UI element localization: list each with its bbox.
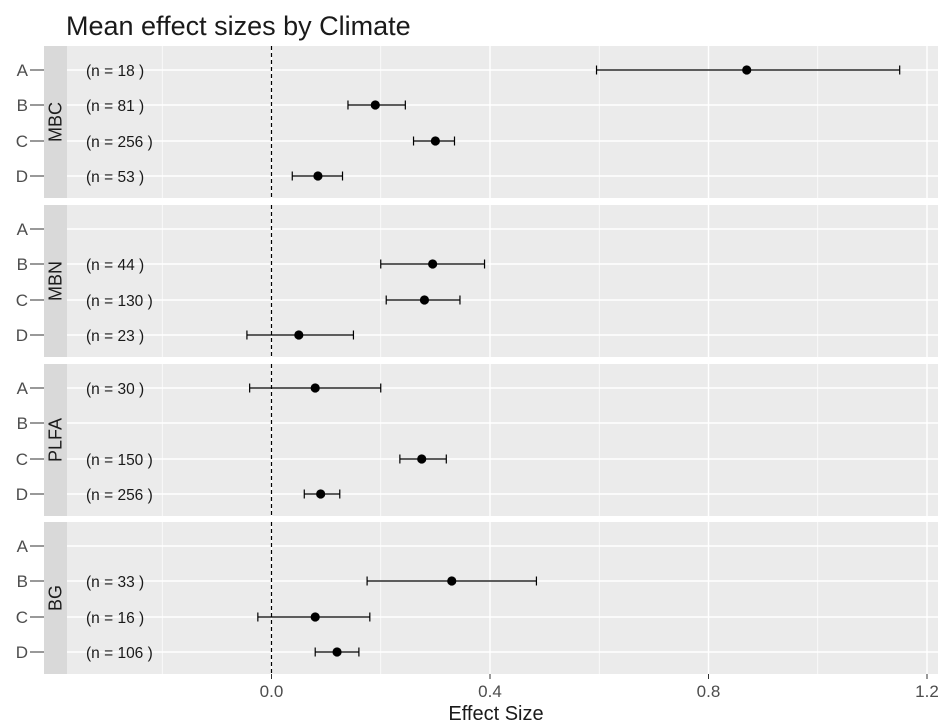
facet-strip — [44, 205, 67, 357]
y-tick-label: C — [16, 132, 28, 151]
y-tick-label: D — [16, 485, 28, 504]
mean-point — [310, 383, 320, 393]
y-tick-label: A — [17, 379, 29, 398]
x-axis: 0.0 0.4 0.8 1.2 — [260, 674, 938, 701]
y-tick-label: A — [17, 61, 29, 80]
data-point-group: (n = 18 ) — [86, 63, 901, 80]
chart-title: Mean effect sizes by Climate — [66, 11, 411, 41]
y-tick-label: B — [17, 414, 28, 433]
sample-size-label: (n = 53 ) — [86, 169, 144, 186]
y-tick-label: B — [17, 255, 28, 274]
data-point-group: (n = 44 ) — [86, 257, 486, 274]
mean-point — [313, 171, 323, 181]
sample-size-label: (n = 30 ) — [86, 381, 144, 398]
sample-size-label: (n = 44 ) — [86, 257, 144, 274]
x-tick-label: 0.4 — [478, 682, 502, 701]
facet-strip — [44, 522, 67, 674]
facet-label: MBC — [46, 102, 66, 142]
data-point-group: (n = 23 ) — [86, 328, 355, 345]
mean-point — [332, 647, 342, 657]
data-point-group: (n = 53 ) — [86, 169, 344, 186]
panel-background — [67, 46, 938, 198]
mean-point — [370, 100, 380, 110]
facet-strip — [44, 364, 67, 516]
sample-size-label: (n = 18 ) — [86, 63, 144, 80]
panel-background — [67, 205, 938, 357]
sample-size-label: (n = 106 ) — [86, 645, 153, 662]
mean-point — [742, 65, 752, 75]
y-tick-label: B — [17, 96, 28, 115]
data-point-group: (n = 150 ) — [86, 452, 447, 469]
sample-size-label: (n = 33 ) — [86, 574, 144, 591]
data-point-group: (n = 16 ) — [86, 610, 371, 627]
y-tick-label: C — [16, 450, 28, 469]
y-tick-label: D — [16, 326, 28, 345]
mean-point — [447, 576, 457, 586]
x-axis-title: Effect Size — [448, 703, 543, 725]
y-tick-label: B — [17, 572, 28, 591]
data-point-group: (n = 256 ) — [86, 134, 456, 151]
y-tick-label: C — [16, 608, 28, 627]
sample-size-label: (n = 256 ) — [86, 134, 153, 151]
mean-point — [316, 489, 326, 499]
data-point-group: (n = 256 ) — [86, 487, 341, 504]
data-point-group: (n = 81 ) — [86, 98, 406, 115]
y-tick-label: A — [17, 220, 29, 239]
sample-size-label: (n = 16 ) — [86, 610, 144, 627]
mean-point — [310, 612, 320, 622]
facet-label: PLFA — [46, 418, 66, 462]
x-tick-label: 1.2 — [915, 682, 938, 701]
y-tick-label: D — [16, 167, 28, 186]
facet-strip — [44, 46, 67, 198]
y-tick-label: A — [17, 537, 29, 556]
sample-size-label: (n = 23 ) — [86, 328, 144, 345]
x-tick-label: 0.8 — [697, 682, 721, 701]
data-point-group: (n = 30 ) — [86, 381, 382, 398]
sample-size-label: (n = 256 ) — [86, 487, 153, 504]
y-tick-label: C — [16, 291, 28, 310]
y-tick-label: D — [16, 643, 28, 662]
mean-point — [419, 295, 430, 305]
data-point-group: (n = 106 ) — [86, 645, 360, 662]
sample-size-label: (n = 130 ) — [86, 293, 153, 310]
sample-size-label: (n = 150 ) — [86, 452, 153, 469]
x-tick-label: 0.0 — [260, 682, 284, 701]
mean-point — [417, 454, 427, 464]
facet-label: MBN — [46, 261, 66, 301]
panel-background — [67, 364, 938, 516]
data-point-group: (n = 33 ) — [86, 574, 538, 591]
data-point-group: (n = 130 ) — [86, 293, 461, 310]
panel-background — [67, 522, 938, 674]
mean-point — [430, 136, 440, 146]
facet-label: BG — [46, 585, 66, 611]
mean-point — [294, 330, 304, 340]
mean-point — [428, 259, 438, 269]
sample-size-label: (n = 81 ) — [86, 98, 144, 115]
